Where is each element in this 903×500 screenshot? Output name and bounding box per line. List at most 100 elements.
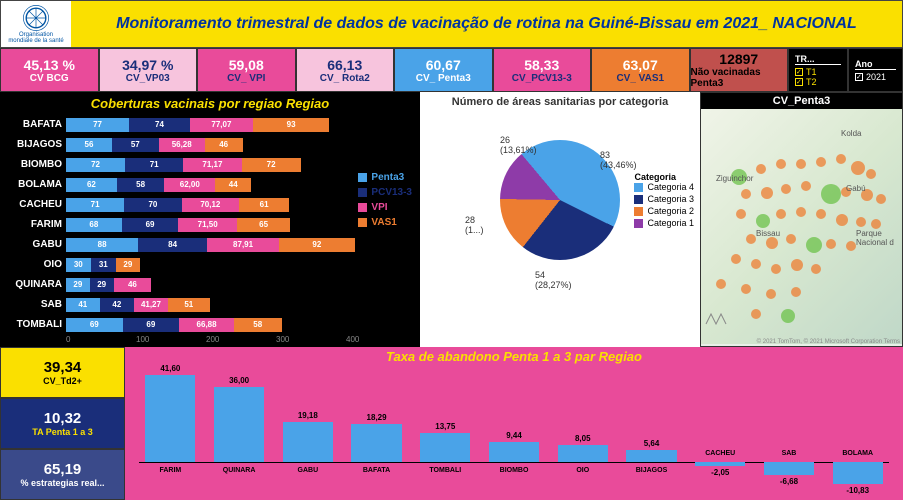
kpi-7[interactable]: 12897Não vacinadas Penta3 [690, 48, 789, 92]
kpi-2[interactable]: 59,08CV_ VPI [197, 48, 296, 92]
bar-segment: 68 [66, 218, 122, 232]
kpi-value: 34,97 % [122, 57, 173, 73]
map-label: Gabú [846, 184, 866, 193]
legend-item: Categoria 1 [634, 218, 694, 228]
bar-segment: 30 [66, 258, 91, 272]
map-dot [756, 164, 766, 174]
kpi-value: 58,33 [524, 57, 559, 73]
region-label: QUINARA [4, 279, 66, 290]
legend-item: Penta3 [358, 172, 412, 183]
bar-segment: 57 [112, 138, 159, 152]
abandon-bar [283, 422, 333, 462]
kpi-5[interactable]: 58,33CV_PCV13-3 [493, 48, 592, 92]
filter-ano[interactable]: Ano 2021 [848, 48, 903, 92]
legend-item: Categoria 4 [634, 182, 694, 192]
left-kpi-0[interactable]: 39,34CV_Td2+ [0, 347, 125, 398]
abandon-value: 41,60 [160, 364, 180, 373]
bar-row: CACHEU717070,1261 [4, 195, 416, 214]
abandon-bar-wrap: 9,44BIOMBO [483, 368, 546, 488]
abandon-region-label: BIOMBO [500, 467, 529, 474]
kpi-4[interactable]: 60,67CV_ Penta3 [394, 48, 493, 92]
region-label: TOMBALI [4, 319, 66, 330]
abandon-title: Taxa de abandono Penta 1 a 3 par Regiao [131, 349, 897, 364]
map-dot [796, 159, 806, 169]
region-label: OIO [4, 259, 66, 270]
map-dot [836, 154, 846, 164]
map-dot [871, 219, 881, 229]
bar-segment: 61 [239, 198, 289, 212]
legend-item: Categoria 2 [634, 206, 694, 216]
bar-segment: 72 [66, 158, 125, 172]
map-dot [811, 264, 821, 274]
left-kpi-1[interactable]: 10,32TA Penta 1 a 3 [0, 398, 125, 449]
abandon-bar-wrap: -2,05CACHEU [689, 368, 752, 488]
abandon-bar-wrap: 19,18GABU [276, 368, 339, 488]
legend-item: VAS1 [358, 217, 412, 228]
abandon-value: 36,00 [229, 376, 249, 385]
map-panel[interactable]: CV_Penta3 ZiguinchorKoldaGabúBissauParqu… [700, 92, 903, 347]
left-kpi-2[interactable]: 65,19% estrategias real... [0, 449, 125, 500]
bar-segment: 71 [125, 158, 183, 172]
pie-callout: 54 (28,27%) [535, 270, 572, 290]
map-dot [851, 161, 865, 175]
abandon-bar-wrap: 41,60FARIM [139, 368, 202, 488]
map-dot [796, 207, 806, 217]
filter-tr[interactable]: TR... T1 T2 [788, 48, 848, 92]
bar-row: SAB414241,2751 [4, 295, 416, 314]
bar-row: BOLAMA625862,0044 [4, 175, 416, 194]
map-label: Parque Nacional d [856, 229, 902, 247]
kpi-value: 63,07 [623, 57, 658, 73]
abandon-region-label: QUINARA [223, 467, 256, 474]
bar-segment: 42 [100, 298, 134, 312]
pie-callout: 83 (43,46%) [600, 150, 637, 170]
abandon-bar-wrap: -10,83BOLAMA [826, 368, 889, 488]
kpi-1[interactable]: 34,97 %CV_VP03 [99, 48, 198, 92]
abandon-bar [626, 450, 676, 462]
who-logo: Organisationmondiale de la santé [1, 1, 71, 47]
kpi-value: 59,08 [229, 57, 264, 73]
abandon-region-label: CACHEU [705, 450, 735, 490]
kpi-value: 60,67 [426, 57, 461, 73]
abandon-bar-wrap: -6,68SAB [758, 368, 821, 488]
kpi-row: 45,13 %CV BCG34,97 %CV_VP0359,08CV_ VPI6… [0, 48, 903, 92]
abandon-region-label: SAB [782, 450, 797, 490]
coverage-legend: Penta3PCV13-3VPIVAS1 [358, 172, 412, 232]
abandon-bar [214, 387, 264, 462]
kpi-value: 39,34 [44, 359, 82, 376]
map-dot [846, 241, 856, 251]
page-title: Monitoramento trimestral de dados de vac… [71, 13, 902, 35]
kpi-value: 12897 [719, 51, 758, 67]
abandon-value: 13,75 [435, 422, 455, 431]
abandon-region-label: GABU [298, 467, 319, 474]
kpi-0[interactable]: 45,13 %CV BCG [0, 48, 99, 92]
bar-segment: 74 [129, 118, 190, 132]
pie-title: Número de áreas sanitarias por categoria [424, 96, 696, 108]
legend-swatch [358, 188, 367, 197]
kpi-6[interactable]: 63,07CV_ VAS1 [591, 48, 690, 92]
legend-swatch [358, 173, 367, 182]
bar-row: GABU888487,9192 [4, 235, 416, 254]
legend-swatch [634, 219, 643, 228]
bar-row: BIOMBO727171,1772 [4, 155, 416, 174]
map-dot [731, 254, 741, 264]
bar-segment: 88 [66, 238, 138, 252]
abandon-region-label: OIO [576, 467, 589, 474]
map-dot [746, 234, 756, 244]
bar-row: FARIM686971,5065 [4, 215, 416, 234]
map-dot [801, 181, 811, 191]
map-dot [751, 309, 761, 319]
map-dot [776, 209, 786, 219]
kpi-3[interactable]: 66,13CV_ Rota2 [296, 48, 395, 92]
legend-item: Categoria 3 [634, 194, 694, 204]
kpi-label: CV_ Penta3 [416, 73, 471, 84]
bar-segment: 41,27 [134, 298, 168, 312]
pie-legend-title: Categoria [634, 172, 694, 182]
map-attribution: © 2021 TomTom, © 2021 Microsoft Corporat… [757, 339, 900, 345]
pie-callout: 28 (1...) [465, 215, 484, 235]
legend-label: Categoria 2 [647, 206, 694, 216]
abandon-region-label: BIJAGOS [636, 467, 668, 474]
legend-item: VPI [358, 202, 412, 213]
map-dot [736, 209, 746, 219]
bar-segment: 70 [124, 198, 181, 212]
kpi-label: CV_VP03 [126, 73, 170, 84]
